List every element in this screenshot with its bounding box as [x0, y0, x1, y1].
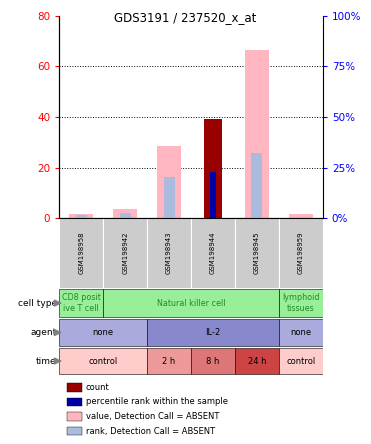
Bar	[279, 319, 323, 346]
Bar	[279, 348, 323, 374]
Bar	[191, 218, 235, 288]
Bar	[103, 289, 279, 317]
Bar	[245, 50, 269, 218]
Bar	[279, 218, 323, 288]
Bar	[59, 218, 103, 288]
Text: control: control	[286, 357, 315, 365]
Bar	[113, 209, 137, 218]
Text: GSM198959: GSM198959	[298, 232, 304, 274]
Bar	[69, 214, 93, 218]
Bar	[191, 348, 235, 374]
Bar	[210, 171, 216, 218]
Bar	[147, 319, 279, 346]
Bar	[103, 218, 147, 288]
Bar	[76, 215, 87, 218]
Text: 24 h: 24 h	[248, 357, 266, 365]
Text: GSM198944: GSM198944	[210, 232, 216, 274]
Text: GSM198943: GSM198943	[166, 232, 172, 274]
Text: GSM198942: GSM198942	[122, 232, 128, 274]
Text: control: control	[89, 357, 118, 365]
Bar	[67, 412, 82, 421]
Bar	[67, 397, 82, 406]
Bar	[59, 289, 103, 317]
Bar	[59, 348, 147, 374]
Bar	[289, 214, 313, 218]
Bar	[235, 348, 279, 374]
Text: Natural killer cell: Natural killer cell	[157, 298, 225, 308]
Text: none: none	[290, 328, 311, 337]
Text: cell type: cell type	[17, 298, 57, 308]
Bar	[147, 348, 191, 374]
Text: percentile rank within the sample: percentile rank within the sample	[86, 397, 228, 406]
Text: agent: agent	[30, 328, 57, 337]
Text: GDS3191 / 237520_x_at: GDS3191 / 237520_x_at	[114, 11, 257, 24]
Bar	[252, 153, 262, 218]
Bar	[164, 177, 175, 218]
Bar	[235, 218, 279, 288]
Text: IL-2: IL-2	[206, 328, 221, 337]
Text: none: none	[93, 328, 114, 337]
Bar	[120, 213, 131, 218]
Bar	[67, 383, 82, 392]
Text: count: count	[86, 383, 109, 392]
Text: value, Detection Call = ABSENT: value, Detection Call = ABSENT	[86, 412, 219, 421]
Text: GSM198958: GSM198958	[78, 232, 84, 274]
Text: 2 h: 2 h	[162, 357, 176, 365]
Text: 8 h: 8 h	[206, 357, 220, 365]
Text: lymphoid
tissues: lymphoid tissues	[282, 293, 319, 313]
Text: CD8 posit
ive T cell: CD8 posit ive T cell	[62, 293, 101, 313]
Bar	[67, 427, 82, 436]
Text: time: time	[36, 357, 57, 365]
Bar	[279, 289, 323, 317]
Bar	[157, 146, 181, 218]
Bar	[204, 119, 222, 218]
Text: rank, Detection Call = ABSENT: rank, Detection Call = ABSENT	[86, 427, 215, 436]
Bar	[59, 319, 147, 346]
Bar	[147, 218, 191, 288]
Text: GSM198945: GSM198945	[254, 232, 260, 274]
